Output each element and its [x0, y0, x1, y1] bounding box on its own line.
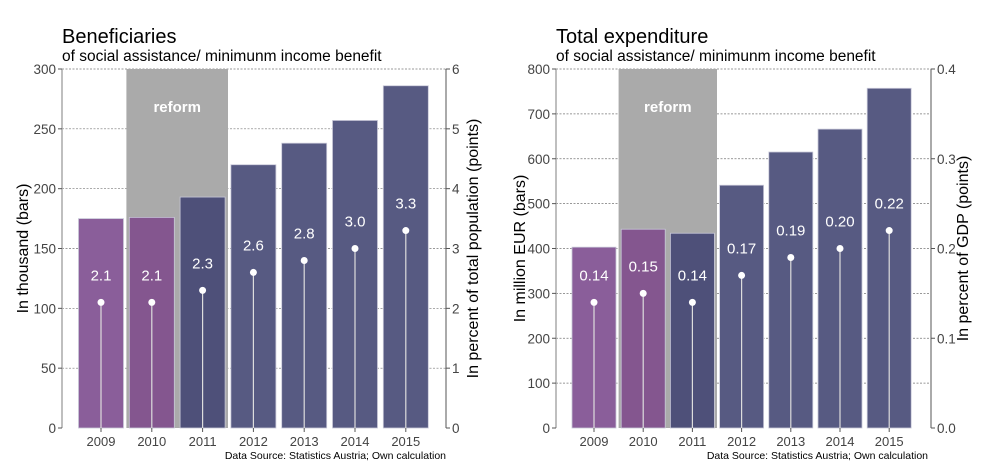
- chart-title: Total expenditure: [556, 26, 708, 48]
- y2-axis-title: In percent of GDP (points): [955, 156, 972, 342]
- y2-tick-label: 2: [452, 301, 460, 316]
- y-tick-label: 300: [33, 62, 56, 77]
- y-tick-label: 800: [527, 62, 550, 77]
- point-label: 3.3: [395, 196, 416, 213]
- lollipop-point-2009: [590, 298, 598, 306]
- y-tick-label: 700: [527, 107, 550, 122]
- data-source: Data Source: Statistics Austria; Own cal…: [707, 450, 928, 462]
- point-label: 2.6: [243, 237, 264, 254]
- y-tick-label: 200: [33, 182, 56, 197]
- lollipop-point-2015: [885, 227, 893, 235]
- lollipop-point-2011: [688, 298, 696, 306]
- x-tick-label: 2014: [341, 434, 370, 449]
- point-label: 0.14: [579, 267, 608, 284]
- y-tick-label: 400: [527, 242, 550, 257]
- y-tick-label: 250: [33, 122, 56, 137]
- x-tick-label: 2011: [189, 434, 217, 449]
- y-tick-label: 600: [527, 152, 550, 167]
- y-axis-title: In million EUR (bars): [512, 175, 529, 323]
- y-axis-title: In thousand (bars): [15, 184, 32, 314]
- chart-subtitle: of social assistance/ minimunm income be…: [556, 48, 876, 65]
- y-tick-label: 500: [527, 197, 550, 212]
- x-tick-label: 2011: [678, 434, 706, 449]
- y-tick-label: 150: [33, 242, 56, 257]
- y-tick-label: 0: [48, 421, 56, 436]
- y2-tick-label: 1: [452, 361, 460, 376]
- x-tick-label: 2010: [137, 434, 166, 449]
- x-tick-label: 2012: [239, 434, 268, 449]
- data-source: Data Source: Statistics Austria; Own cal…: [225, 450, 446, 462]
- x-tick-label: 2013: [776, 434, 805, 449]
- y-tick-label: 100: [33, 301, 56, 316]
- y2-tick-label: 3: [452, 242, 460, 257]
- y-tick-label: 300: [527, 286, 550, 301]
- x-tick-label: 2012: [727, 434, 756, 449]
- reform-label: reform: [153, 99, 201, 116]
- point-label: 0.20: [825, 214, 854, 231]
- point-label: 2.8: [294, 225, 315, 242]
- lollipop-point-2012: [249, 268, 257, 276]
- y-tick-label: 200: [527, 331, 550, 346]
- x-tick-label: 2010: [629, 434, 658, 449]
- x-tick-label: 2015: [875, 434, 904, 449]
- y2-tick-label: 0.0: [937, 421, 956, 436]
- y2-tick-label: 0.3: [937, 152, 956, 167]
- y2-tick-label: 0.1: [937, 331, 956, 346]
- point-label: 0.22: [875, 196, 904, 213]
- point-label: 2.1: [91, 267, 112, 284]
- y2-tick-label: 0: [452, 421, 460, 436]
- lollipop-point-2010: [639, 289, 647, 297]
- y2-tick-label: 6: [452, 62, 460, 77]
- y-tick-label: 0: [542, 421, 550, 436]
- point-label: 3.0: [345, 214, 366, 231]
- x-tick-label: 2015: [391, 434, 420, 449]
- x-tick-label: 2009: [580, 434, 609, 449]
- y2-tick-label: 0.4: [937, 62, 956, 77]
- y-tick-label: 100: [527, 376, 550, 391]
- point-label: 2.3: [192, 255, 213, 272]
- lollipop-point-2014: [351, 245, 359, 252]
- lollipop-point-2009: [97, 298, 105, 306]
- lollipop-point-2012: [738, 271, 746, 279]
- lollipop-point-2011: [199, 286, 207, 294]
- lollipop-point-2013: [300, 256, 308, 264]
- point-label: 0.14: [678, 267, 707, 284]
- lollipop-point-2010: [148, 298, 156, 306]
- x-tick-label: 2013: [290, 434, 319, 449]
- y2-tick-label: 4: [452, 182, 460, 197]
- x-tick-label: 2009: [87, 434, 116, 449]
- reform-label: reform: [644, 99, 692, 116]
- lollipop-point-2013: [787, 253, 795, 261]
- x-tick-label: 2014: [826, 434, 855, 449]
- chart-subtitle: of social assistance/ minimunm income be…: [62, 48, 382, 65]
- lollipop-point-2015: [402, 227, 410, 235]
- point-label: 0.17: [727, 240, 756, 257]
- point-label: 0.15: [629, 258, 658, 275]
- lollipop-point-2014: [836, 245, 844, 252]
- chart-title: Beneficiaries: [62, 26, 177, 48]
- y2-tick-label: 0.2: [937, 242, 956, 257]
- y-tick-label: 50: [41, 361, 56, 376]
- y2-tick-label: 5: [452, 122, 460, 137]
- y2-axis-title: In percent of total population (points): [465, 119, 482, 379]
- point-label: 0.19: [776, 222, 805, 239]
- point-label: 2.1: [141, 267, 162, 284]
